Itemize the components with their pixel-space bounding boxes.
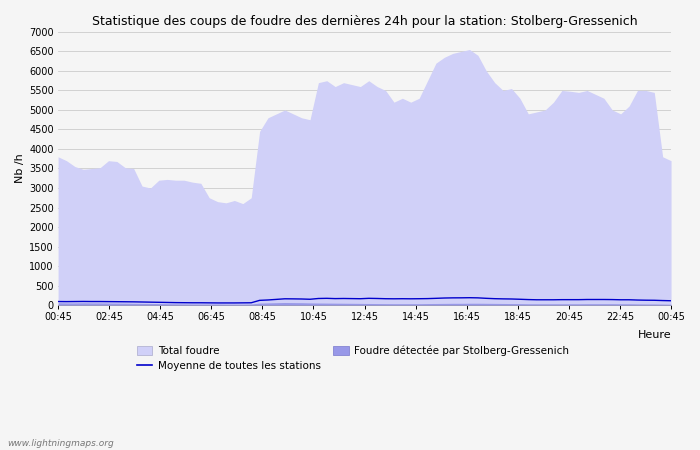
Y-axis label: Nb /h: Nb /h (15, 153, 25, 183)
Title: Statistique des coups de foudre des dernières 24h pour la station: Stolberg-Gres: Statistique des coups de foudre des dern… (92, 15, 638, 28)
Text: Heure: Heure (638, 329, 671, 340)
Text: www.lightningmaps.org: www.lightningmaps.org (7, 439, 113, 448)
Legend: Total foudre, Moyenne de toutes les stations, Foudre détectée par Stolberg-Gress: Total foudre, Moyenne de toutes les stat… (136, 346, 569, 371)
